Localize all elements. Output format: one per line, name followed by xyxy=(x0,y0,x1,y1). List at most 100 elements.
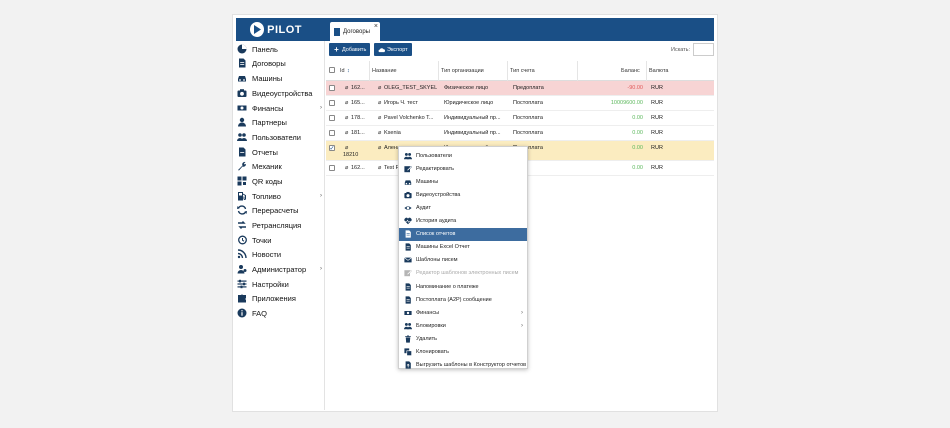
row-checkbox[interactable]: ✓ xyxy=(329,145,335,152)
document-icon xyxy=(403,295,412,304)
context-menu-item: Редактор шаблонов электронных писем xyxy=(399,267,527,280)
heart-icon xyxy=(403,217,412,226)
dashboard-icon xyxy=(237,44,247,54)
sidebar-item-label: QR коды xyxy=(252,176,283,186)
add-button[interactable]: + Добавить xyxy=(329,43,371,56)
row-name[interactable]: Pavel Volchenko T... xyxy=(384,115,434,121)
sidebar-item-7[interactable]: Отчеты xyxy=(236,145,325,159)
select-all-checkbox[interactable] xyxy=(329,67,335,73)
sidebar-item-0[interactable]: Панель xyxy=(236,42,325,56)
sidebar-item-13[interactable]: Точки xyxy=(236,233,325,247)
row-name[interactable]: Игорь Ч. тест xyxy=(384,100,418,106)
sidebar-item-label: Отчеты xyxy=(252,147,278,157)
context-menu-label: Редактировать xyxy=(416,165,454,172)
row-checkbox[interactable] xyxy=(329,85,335,91)
money-icon xyxy=(237,103,247,113)
sidebar-item-3[interactable]: Видеоустройства xyxy=(236,86,325,100)
document-icon xyxy=(237,58,247,68)
row-name[interactable]: Test P xyxy=(384,165,400,171)
logo[interactable]: PILOT xyxy=(250,21,302,38)
row-checkbox[interactable] xyxy=(329,100,335,106)
close-icon[interactable]: × xyxy=(373,23,378,30)
context-menu-label: Аудит xyxy=(416,204,431,211)
sidebar-item-2[interactable]: Машины xyxy=(236,71,325,85)
context-menu-item[interactable]: История аудита xyxy=(399,215,527,228)
sidebar-item-17[interactable]: Приложения xyxy=(236,291,325,305)
context-menu-item[interactable]: Выгрузить шаблоны в Конструктор отчетов xyxy=(399,359,527,372)
row-id: 181... xyxy=(351,130,365,136)
context-menu-item[interactable]: Постоплата (A2P) сообщение xyxy=(399,293,527,306)
qr-icon xyxy=(237,176,247,186)
retrans-icon xyxy=(237,220,247,230)
sidebar-item-label: Механик xyxy=(252,161,282,171)
row-checkbox[interactable] xyxy=(329,115,335,121)
context-menu-item[interactable]: Удалить xyxy=(399,332,527,345)
sidebar-item-5[interactable]: Партнеры xyxy=(236,115,325,129)
sidebar-item-16[interactable]: Настройки xyxy=(236,277,325,291)
header-currency[interactable]: Валюта xyxy=(649,68,669,74)
history-icon xyxy=(237,235,247,245)
search-input[interactable] xyxy=(693,43,714,56)
sidebar-item-12[interactable]: Ретрансляция xyxy=(236,218,325,232)
sidebar-item-15[interactable]: Администратор › xyxy=(236,262,325,276)
row-account-type: Постоплата xyxy=(513,100,543,106)
sidebar-item-label: Перерасчеты xyxy=(252,205,299,215)
context-menu-item[interactable]: Аудит xyxy=(399,201,527,214)
sort-icon[interactable]: ↕ xyxy=(347,68,350,74)
context-menu-item[interactable]: Список отчетов xyxy=(399,227,527,241)
context-menu-item[interactable]: Финансы › xyxy=(399,306,527,319)
header-id[interactable]: Id xyxy=(340,68,345,74)
sidebar-item-14[interactable]: Новости xyxy=(236,247,325,261)
sidebar-item-label: Панель xyxy=(252,44,278,54)
row-org-type: Индивидуальный пр... xyxy=(444,115,501,121)
header-balance[interactable]: Баланс xyxy=(621,68,640,74)
context-menu-item[interactable]: Блокировки › xyxy=(399,319,527,332)
context-menu-label: Финансы xyxy=(416,309,440,316)
context-menu-item[interactable]: Редактировать xyxy=(399,162,527,175)
row-currency: RUR xyxy=(651,115,663,121)
context-menu-item[interactable]: Напоминание о платеже xyxy=(399,280,527,293)
context-menu-item[interactable]: Машины Excel Отчет xyxy=(399,241,527,254)
context-menu-item[interactable]: Машины xyxy=(399,175,527,188)
sidebar-item-9[interactable]: QR коды xyxy=(236,174,325,188)
row-account-type: Постоплата xyxy=(513,115,543,121)
users-icon xyxy=(403,151,412,160)
sidebar-item-11[interactable]: Перерасчеты xyxy=(236,203,325,217)
row-checkbox[interactable] xyxy=(329,165,335,171)
row-name[interactable]: Алена xyxy=(384,145,401,151)
table-row[interactable]: ⌀ 162... ⌀ OLEG_TEST_SKYEL Физическое лицо Пр… xyxy=(326,81,714,96)
context-menu-label: Блокировки xyxy=(416,322,446,329)
context-menu-item[interactable]: Пользователи xyxy=(399,149,527,162)
wrench-icon xyxy=(237,161,247,171)
chevron-right-icon: › xyxy=(320,105,322,111)
sidebar-item-8[interactable]: Механик xyxy=(236,159,325,173)
settings-icon xyxy=(237,279,247,289)
context-menu-item[interactable]: Шаблоны писем xyxy=(399,254,527,267)
sidebar-item-4[interactable]: Финансы › xyxy=(236,101,325,115)
camera-icon xyxy=(237,88,247,98)
context-menu-label: Машины Excel Отчет xyxy=(416,244,470,251)
table-row[interactable]: ⌀ 181... ⌀ Ksenia Индивидуальный пр... Постоп… xyxy=(326,126,714,141)
sidebar-item-label: Договоры xyxy=(252,58,286,68)
sidebar-item-10[interactable]: Топливо › xyxy=(236,189,325,203)
header-name[interactable]: Название xyxy=(372,68,397,74)
export-button[interactable]: Экспорт xyxy=(374,43,412,56)
context-menu-item[interactable]: Видеоустройства xyxy=(399,188,527,201)
sidebar-item-18[interactable]: FAQ xyxy=(236,306,325,320)
header-account-type[interactable]: Тип счета xyxy=(510,68,535,74)
row-id: 162... xyxy=(351,85,365,91)
row-name[interactable]: OLEG_TEST_SKYEL xyxy=(384,85,438,91)
row-account-type: Постоплата xyxy=(513,130,543,136)
header-org-type[interactable]: Тип организации xyxy=(441,68,484,74)
sidebar-item-6[interactable]: Пользователи xyxy=(236,130,325,144)
row-id: 165... xyxy=(351,100,365,106)
row-currency: RUR xyxy=(651,145,663,151)
chevron-right-icon: › xyxy=(521,322,523,329)
table-row[interactable]: ⌀ 165... ⌀ Игорь Ч. тест Юридическое лицо Пос… xyxy=(326,96,714,111)
table-row[interactable]: ⌀ 178... ⌀ Pavel Volchenko T... Индивидуальн… xyxy=(326,111,714,126)
sidebar-item-1[interactable]: Договоры xyxy=(236,56,325,70)
row-name[interactable]: Ksenia xyxy=(384,130,401,136)
context-menu-item[interactable]: Клонировать xyxy=(399,346,527,359)
row-checkbox[interactable] xyxy=(329,130,335,136)
tab-contracts[interactable]: Договоры × xyxy=(330,22,380,41)
